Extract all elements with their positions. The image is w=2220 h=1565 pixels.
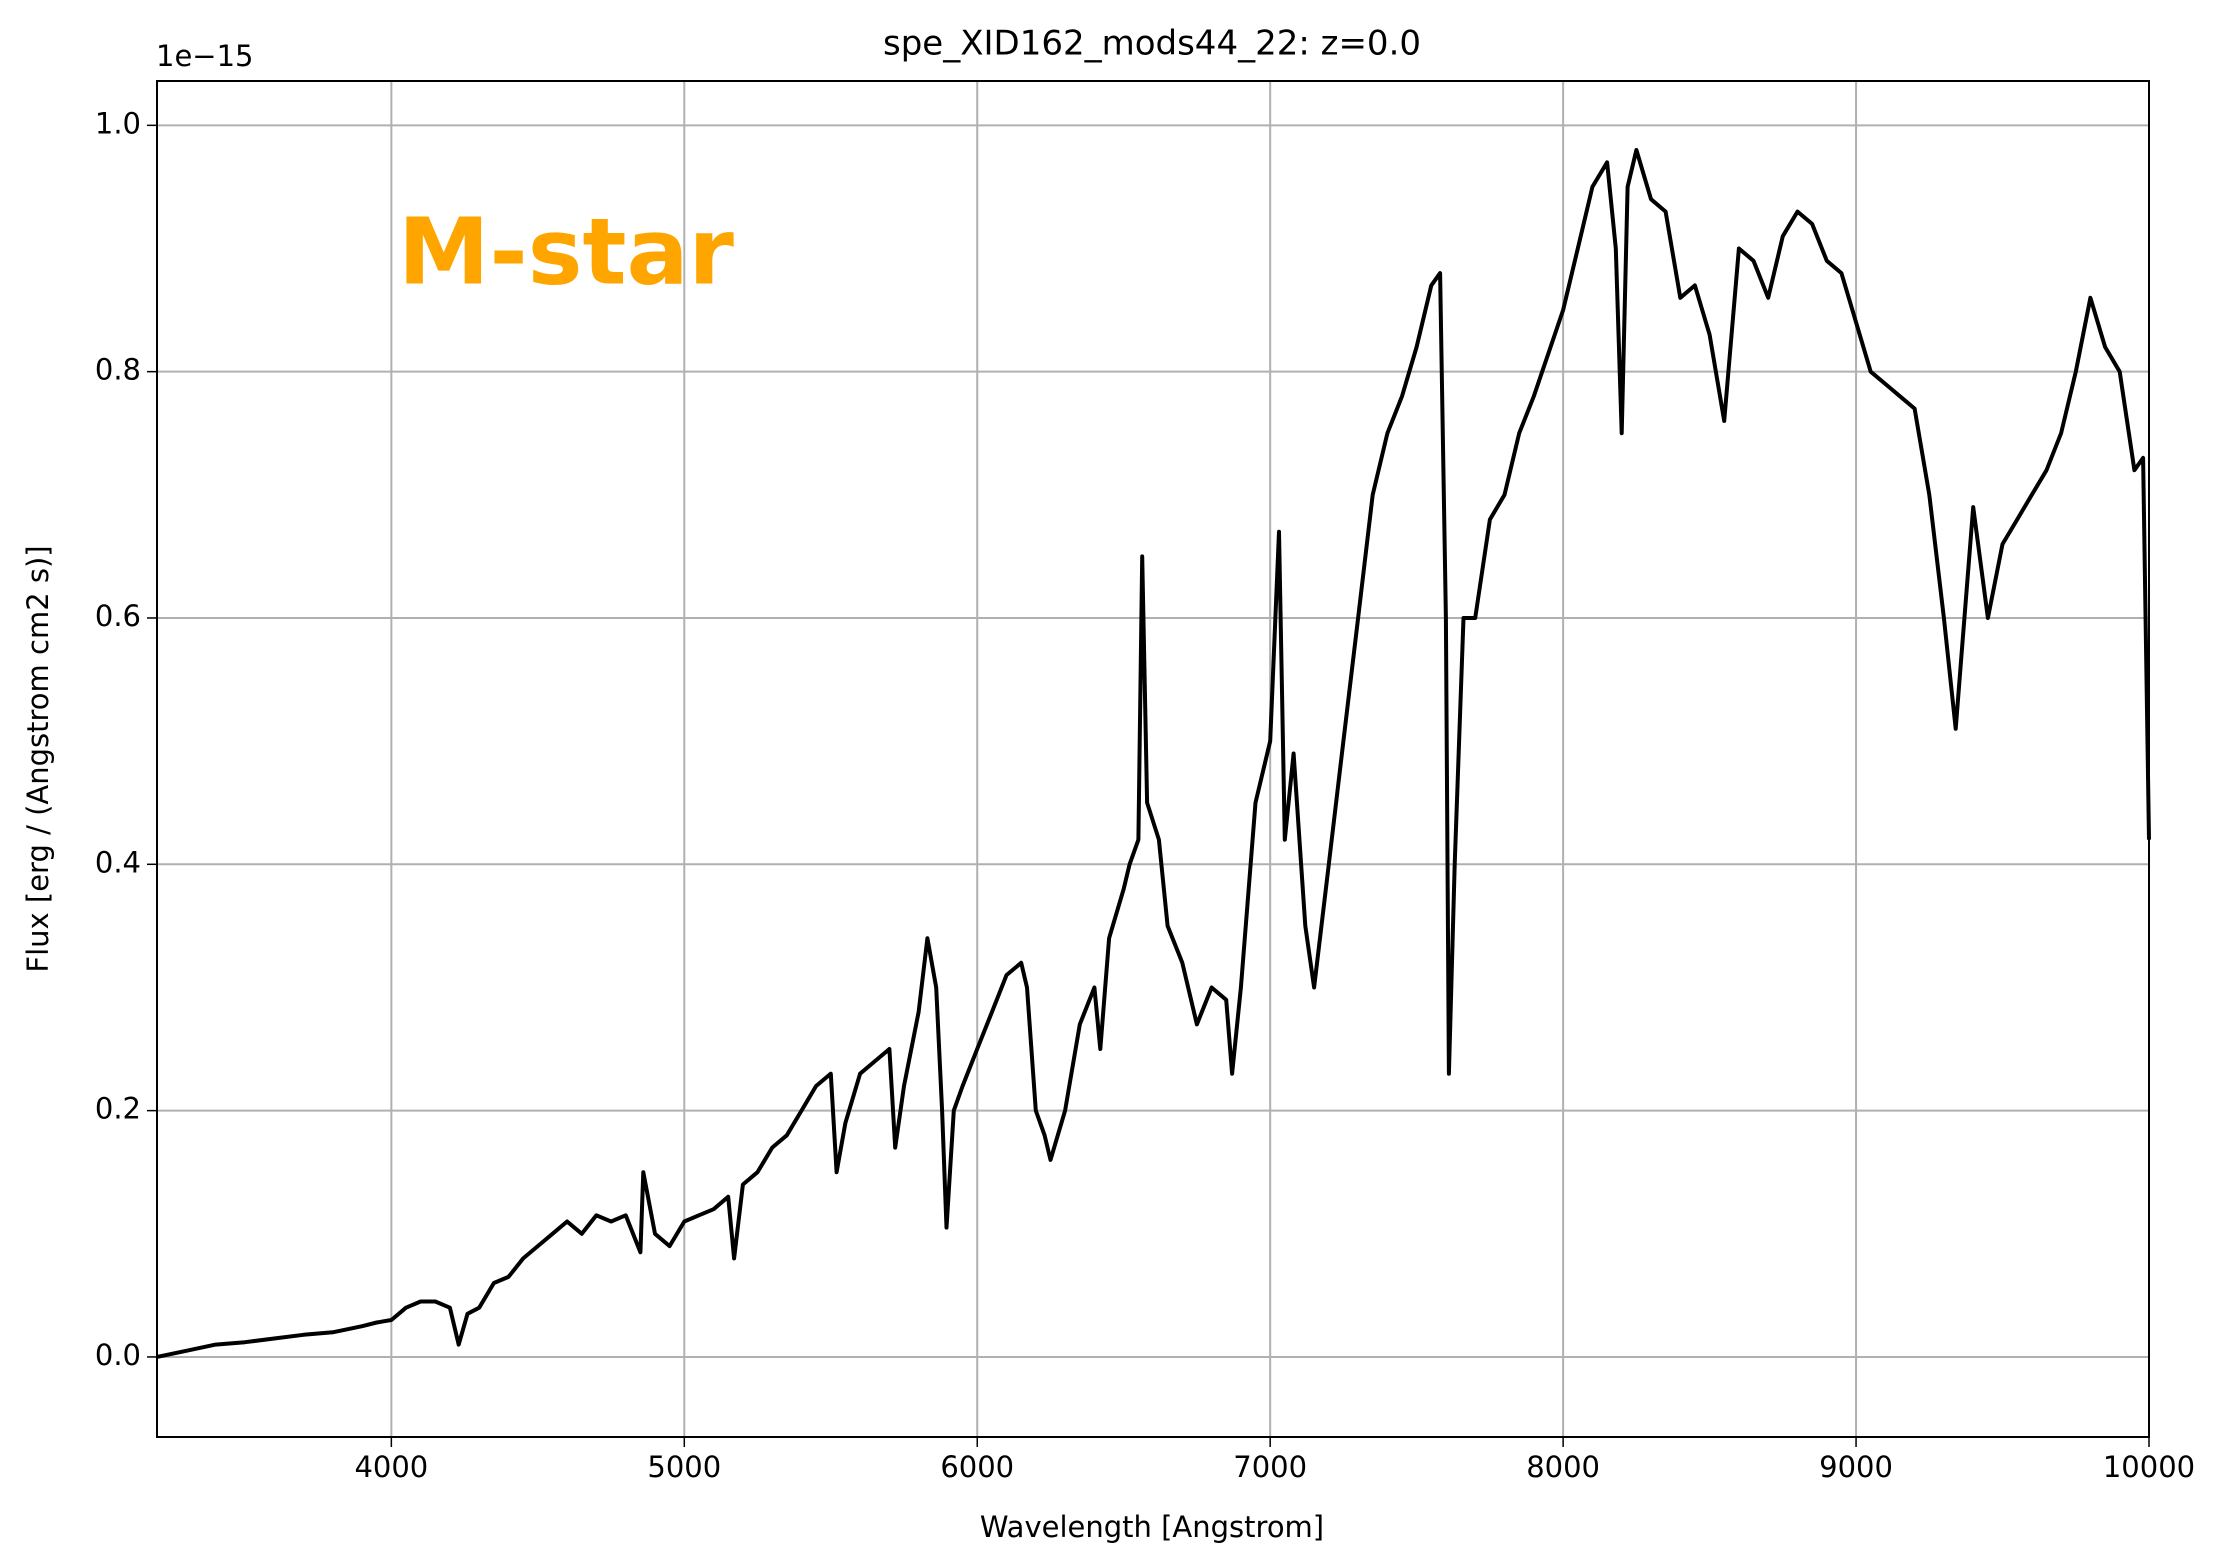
y-tick-label: 0.4: [95, 845, 141, 879]
x-tick-label: 7000: [1233, 1450, 1307, 1484]
x-tick-label: 6000: [940, 1450, 1014, 1484]
x-tick-label: 8000: [1526, 1450, 1600, 1484]
chart-title: spe_XID162_mods44_22: z=0.0: [883, 24, 1421, 64]
y-axis-label: Flux [erg / (Angstrom cm2 s)]: [21, 545, 55, 972]
spectrum-line: [156, 148, 2151, 1359]
y-tick-label: 0.2: [95, 1092, 141, 1126]
y-offset-label: 1e−15: [156, 39, 254, 73]
plot-frame: [156, 80, 2150, 1438]
y-tick-label: 0.6: [95, 599, 141, 633]
y-tick-label: 0.8: [95, 353, 141, 387]
x-tick-label: 9000: [1819, 1450, 1893, 1484]
x-tick-label: 5000: [647, 1450, 721, 1484]
x-tick-label: 4000: [354, 1450, 428, 1484]
y-tick-label: 1.0: [95, 106, 141, 140]
y-tick-label: 0.0: [95, 1338, 141, 1372]
annotation: M-star: [398, 198, 735, 305]
x-tick-label: 10000: [2103, 1450, 2195, 1484]
x-axis-label: Wavelength [Angstrom]: [980, 1510, 1324, 1544]
